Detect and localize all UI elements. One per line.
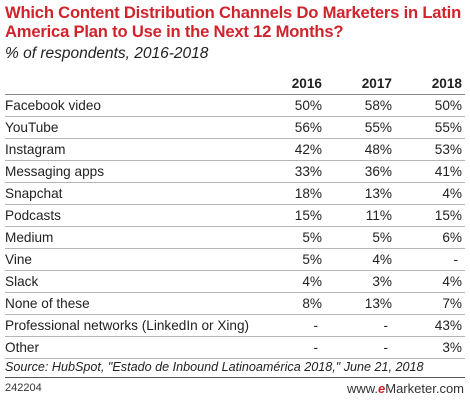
table-row: Professional networks (LinkedIn or Xing)… — [5, 314, 465, 336]
value-cell-2016: 42% — [294, 141, 322, 157]
table-row: Instagram 42% 48% 53% — [5, 138, 465, 160]
value-cell-2017: 36% — [364, 163, 392, 179]
footer-divider — [5, 377, 465, 378]
value-cell-2018: 53% — [434, 141, 462, 157]
value-cell-2016: - — [313, 317, 318, 333]
value-cell-2016: 33% — [294, 163, 322, 179]
table-row: Vine 5% 4% - — [5, 248, 465, 270]
value-cell-2017: 3% — [372, 273, 392, 289]
source-note: Source: HubSpot, "Estado de Inbound Lati… — [5, 360, 424, 374]
value-cell-2018: 43% — [434, 317, 462, 333]
row-label: YouTube — [5, 119, 59, 135]
table-header-row: 2016 2017 2018 — [5, 74, 465, 94]
logo-prefix: www. — [346, 381, 379, 396]
data-table: 2016 2017 2018 Facebook video 50% 58% 50% Yo… — [5, 74, 465, 359]
value-cell-2018: - — [453, 251, 458, 267]
column-header-2016: 2016 — [291, 76, 322, 92]
row-label: Instagram — [5, 141, 66, 157]
table-row: Messaging apps 33% 36% 41% — [5, 160, 465, 182]
value-cell-2016: 15% — [294, 207, 322, 223]
value-cell-2016: 5% — [302, 229, 322, 245]
value-cell-2017: 13% — [364, 295, 392, 311]
logo-name: Marketer — [385, 381, 436, 396]
emarketer-logo[interactable]: www.eMarketer.com — [347, 381, 464, 396]
column-header-2017: 2017 — [361, 76, 392, 92]
row-label: Professional networks (LinkedIn or Xing) — [5, 317, 250, 333]
logo-e: e — [378, 381, 386, 396]
value-cell-2018: 6% — [442, 229, 462, 245]
value-cell-2016: 4% — [302, 273, 322, 289]
value-cell-2017: 4% — [372, 251, 392, 267]
row-label: None of these — [5, 295, 90, 311]
value-cell-2017: 48% — [364, 141, 392, 157]
chart-id: 242204 — [5, 382, 42, 394]
row-label: Facebook video — [5, 97, 101, 113]
value-cell-2017: 58% — [364, 97, 392, 113]
row-label: Slack — [5, 273, 39, 289]
column-header-2018: 2018 — [431, 76, 462, 92]
column-header-label — [5, 74, 255, 94]
value-cell-2018: 50% — [434, 97, 462, 113]
value-cell-2017: 11% — [365, 207, 392, 223]
value-cell-2017: - — [383, 339, 388, 355]
value-cell-2016: 56% — [294, 119, 322, 135]
value-cell-2016: 50% — [294, 97, 322, 113]
row-label: Vine — [5, 251, 32, 267]
value-cell-2018: 55% — [434, 119, 462, 135]
value-cell-2016: - — [313, 339, 318, 355]
value-cell-2016: 18% — [294, 185, 322, 201]
row-label: Other — [5, 339, 39, 355]
table-row: Other - - 3% — [5, 336, 465, 358]
table-row: None of these 8% 13% 7% — [5, 292, 465, 314]
logo-suffix: .com — [435, 381, 464, 396]
value-cell-2018: 4% — [442, 273, 462, 289]
table-row: Medium 5% 5% 6% — [5, 226, 465, 248]
table-row: Snapchat 18% 13% 4% — [5, 182, 465, 204]
table-row: Facebook video 50% 58% 50% — [5, 94, 465, 116]
value-cell-2016: 8% — [302, 295, 322, 311]
value-cell-2017: 55% — [364, 119, 392, 135]
value-cell-2018: 3% — [442, 339, 462, 355]
table-row: Podcasts 15% 11% 15% — [5, 204, 465, 226]
value-cell-2018: 41% — [434, 163, 462, 179]
value-cell-2017: 13% — [364, 185, 392, 201]
chart-subtitle: % of respondents, 2016-2018 — [5, 45, 209, 62]
value-cell-2017: 5% — [372, 229, 392, 245]
table-body: Facebook video 50% 58% 50% YouTube 56% 55% 55% I… — [5, 94, 465, 358]
value-cell-2017: - — [383, 317, 388, 333]
table-row: YouTube 56% 55% 55% — [5, 116, 465, 138]
chart-title: Which Content Distribution Channels Do M… — [5, 3, 462, 41]
row-label: Snapchat — [5, 185, 63, 201]
value-cell-2016: 5% — [302, 251, 322, 267]
row-label: Medium — [5, 229, 54, 245]
value-cell-2018: 15% — [434, 207, 462, 223]
value-cell-2018: 7% — [442, 295, 462, 311]
row-label: Podcasts — [5, 207, 61, 223]
value-cell-2018: 4% — [442, 185, 462, 201]
table-row: Slack 4% 3% 4% — [5, 270, 465, 292]
row-label: Messaging apps — [5, 163, 104, 179]
